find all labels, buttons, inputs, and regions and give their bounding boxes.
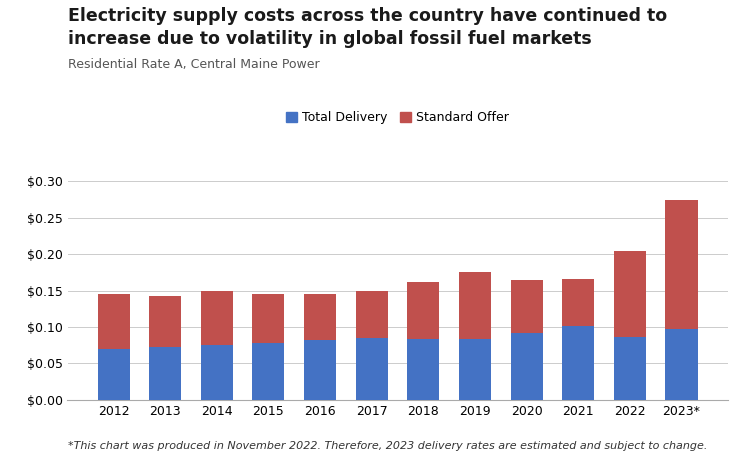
Bar: [253, 343, 284, 400]
Bar: [201, 291, 232, 345]
Text: *This chart was produced in November 2022. Therefore, 2023 delivery rates are es: *This chart was produced in November 202…: [68, 441, 706, 451]
Bar: [562, 279, 594, 326]
Bar: [253, 294, 284, 343]
Bar: [511, 280, 542, 333]
Legend: Total Delivery, Standard Offer: Total Delivery, Standard Offer: [280, 106, 514, 129]
Bar: [149, 347, 182, 400]
Bar: [665, 329, 698, 400]
Bar: [459, 339, 491, 400]
Bar: [614, 337, 646, 400]
Bar: [98, 349, 130, 400]
Bar: [511, 333, 542, 400]
Bar: [304, 340, 336, 400]
Text: Electricity supply costs across the country have continued to: Electricity supply costs across the coun…: [68, 7, 667, 25]
Bar: [665, 199, 698, 329]
Text: Residential Rate A, Central Maine Power: Residential Rate A, Central Maine Power: [68, 58, 320, 71]
Text: increase due to volatility in global fossil fuel markets: increase due to volatility in global fos…: [68, 30, 591, 48]
Bar: [407, 339, 440, 400]
Bar: [304, 293, 336, 340]
Bar: [201, 345, 232, 400]
Bar: [407, 282, 440, 339]
Bar: [356, 291, 388, 338]
Bar: [356, 338, 388, 400]
Bar: [149, 297, 182, 347]
Bar: [562, 326, 594, 400]
Bar: [459, 272, 491, 339]
Bar: [98, 294, 130, 349]
Bar: [614, 251, 646, 337]
